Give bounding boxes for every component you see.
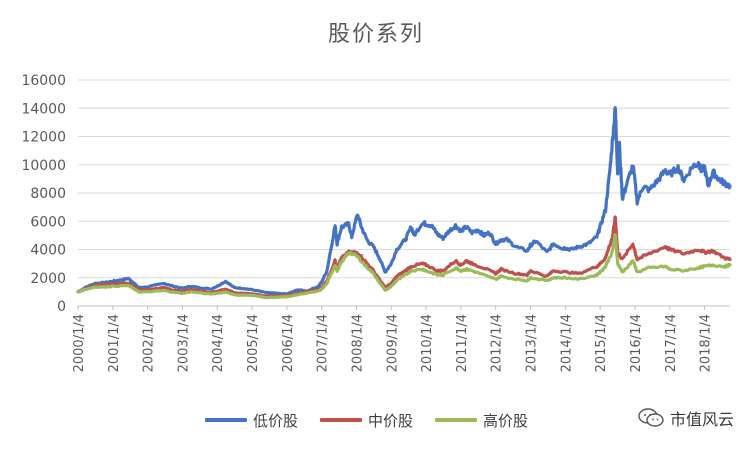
x-tick-label: 2002/1/4	[142, 314, 157, 372]
legend-swatch	[435, 418, 478, 422]
series-line	[76, 215, 732, 298]
x-tick-label: 2015/1/4	[594, 314, 609, 372]
x-tick-label: 2003/1/4	[176, 314, 191, 372]
legend-label: 中价股	[368, 411, 414, 430]
legend-label: 低价股	[253, 411, 299, 430]
x-tick-label: 2000/1/4	[72, 314, 87, 372]
x-tick-label: 2011/1/4	[455, 314, 470, 372]
x-tick-label: 2004/1/4	[211, 314, 226, 372]
x-tick-label: 2018/1/4	[699, 314, 714, 372]
legend-swatch	[320, 418, 363, 422]
legend-item: 中价股	[320, 410, 413, 431]
y-tick-label: 14000	[21, 101, 66, 117]
y-tick-label: 16000	[21, 73, 66, 89]
legend-item: 高价股	[435, 410, 528, 431]
x-tick-label: 2006/1/4	[281, 314, 296, 372]
y-tick-label: 2000	[30, 271, 66, 287]
legend-label: 高价股	[483, 411, 529, 430]
x-tick-label: 2001/1/4	[107, 314, 122, 372]
x-tick-label: 2016/1/4	[629, 314, 644, 372]
y-tick-label: 12000	[21, 130, 66, 146]
watermark: 市值风云	[638, 406, 734, 430]
x-tick-label: 2005/1/4	[246, 314, 261, 372]
series-line	[76, 106, 732, 296]
chat-bubble-icon	[638, 408, 664, 427]
x-tick-label: 2013/1/4	[525, 314, 540, 372]
x-tick-label: 2012/1/4	[490, 314, 505, 372]
y-tick-label: 0	[57, 299, 66, 315]
y-tick-label: 10000	[21, 158, 66, 174]
x-tick-label: 2014/1/4	[559, 314, 574, 372]
legend-swatch	[205, 418, 247, 422]
x-tick-label: 2010/1/4	[420, 314, 435, 372]
legend: 低价股 中价股 高价股	[205, 410, 528, 430]
x-tick-label: 2007/1/4	[316, 314, 331, 372]
watermark-label: 市值风云	[669, 410, 734, 429]
x-tick-label: 2009/1/4	[385, 314, 400, 372]
y-tick-label: 6000	[30, 214, 66, 230]
x-tick-label: 2017/1/4	[664, 314, 679, 372]
chart-title: 股价系列	[327, 22, 424, 47]
y-tick-label: 4000	[30, 243, 66, 259]
x-tick-label: 2008/1/4	[350, 314, 365, 372]
y-tick-label: 8000	[30, 186, 66, 202]
axes: 0 2000 4000 6000 8000 10000 12000 14000 16000 200…	[21, 73, 730, 372]
series-line	[76, 233, 732, 300]
legend-item: 低价股	[205, 410, 298, 431]
series-lines	[76, 106, 732, 300]
